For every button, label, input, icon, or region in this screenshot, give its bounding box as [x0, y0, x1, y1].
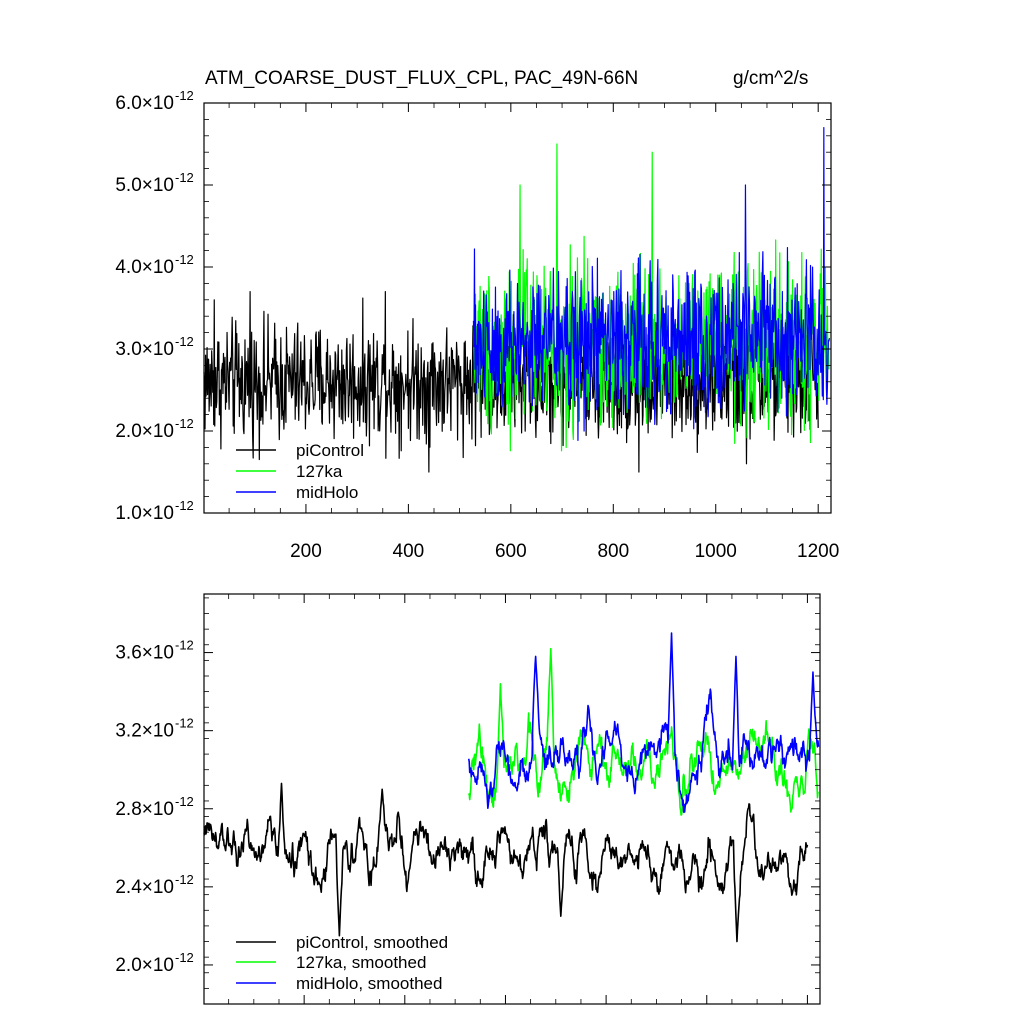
y-tick-exponent-5: -12 — [175, 88, 194, 103]
legend-label-picontrol-smoothed: piControl, smoothed — [296, 933, 448, 952]
series-line-midholo-smoothed — [467, 632, 820, 813]
series-line-127ka-smoothed — [468, 647, 819, 816]
y-tick-exponent-2: -12 — [175, 334, 194, 349]
y-tick-label-2: 3.0×10 — [115, 339, 174, 360]
y-tick-exponent-0: -12 — [175, 950, 194, 965]
legend-label-picontrol: piControl — [296, 441, 364, 460]
x-tick-label-400: 400 — [393, 541, 425, 562]
x-tick-label-1200: 1200 — [797, 541, 839, 562]
chart-units: g/cm^2/s — [733, 68, 808, 89]
y-tick-label-4: 3.6×10 — [115, 643, 174, 664]
bottom-legend: piControl, smoothed 127ka, smoothed midH… — [236, 933, 448, 993]
legend-label-midholo-smoothed: midHolo, smoothed — [296, 974, 442, 993]
y-tick-label-1: 2.0×10 — [115, 421, 174, 442]
y-tick-exponent-0: -12 — [175, 498, 194, 513]
y-tick-exponent-3: -12 — [175, 252, 194, 267]
y-tick-exponent-4: -12 — [175, 638, 194, 653]
bottom-ticks-layer: 2.0×10 -122.4×10 -122.8×10 -123.2×10 -123.6×… — [115, 594, 820, 1005]
x-tick-label-600: 600 — [495, 541, 527, 562]
y-tick-exponent-2: -12 — [175, 794, 194, 809]
x-tick-label-800: 800 — [597, 541, 629, 562]
series-line-midholo — [472, 127, 831, 441]
bottom-series-layer — [203, 632, 820, 943]
y-tick-label-5: 6.0×10 — [115, 93, 174, 114]
y-tick-exponent-1: -12 — [175, 872, 194, 887]
y-tick-label-0: 1.0×10 — [115, 503, 174, 524]
bottom-plot-frame — [203, 593, 821, 1005]
x-tick-label-1000: 1000 — [695, 541, 737, 562]
legend-label-127ka: 127ka — [296, 462, 343, 481]
top-legend: piControl 127ka midHolo — [236, 441, 364, 502]
y-tick-exponent-3: -12 — [175, 716, 194, 731]
y-tick-label-3: 4.0×10 — [115, 257, 174, 278]
top-plot-frame — [203, 102, 832, 514]
y-tick-label-1: 2.4×10 — [115, 877, 174, 898]
y-tick-label-0: 2.0×10 — [115, 955, 174, 976]
y-tick-label-4: 5.0×10 — [115, 175, 174, 196]
chart-title: ATM_COARSE_DUST_FLUX_CPL, PAC_49N-66N — [205, 68, 638, 89]
y-tick-exponent-1: -12 — [175, 416, 194, 431]
top-series-layer — [203, 127, 831, 473]
series-line-picontrol-smoothed — [203, 782, 809, 943]
legend-label-127ka-smoothed: 127ka, smoothed — [296, 953, 426, 972]
legend-label-midholo: midHolo — [296, 483, 358, 502]
y-tick-label-2: 2.8×10 — [115, 799, 174, 820]
bottom-panel: 2.0×10 -122.4×10 -122.8×10 -123.2×10 -123.6×… — [115, 593, 821, 1005]
x-tick-label-200: 200 — [290, 541, 322, 562]
y-tick-exponent-4: -12 — [175, 170, 194, 185]
y-tick-label-3: 3.2×10 — [115, 721, 174, 742]
